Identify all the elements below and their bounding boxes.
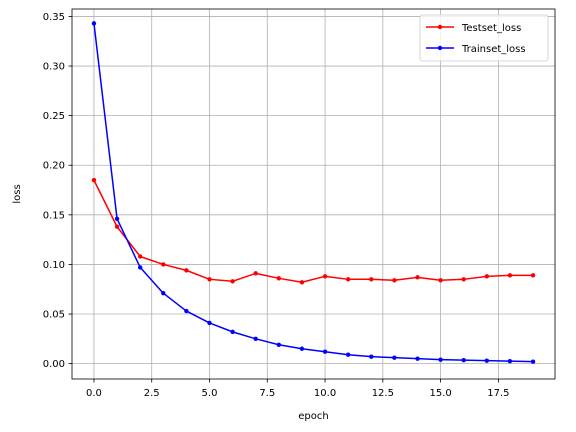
trainset-loss-point — [322, 349, 328, 354]
y-tick-label: 0.20 — [43, 161, 65, 172]
trainset-loss-point — [484, 358, 490, 363]
legend: Testset_loss Trainset_loss — [419, 14, 549, 62]
testset-loss-point — [415, 275, 420, 280]
trainset-loss-point — [299, 346, 305, 351]
testset-loss-point — [253, 271, 258, 276]
testset-loss-point — [161, 262, 166, 267]
testset-loss-point — [207, 277, 212, 282]
trainset-loss-point — [461, 357, 466, 363]
testset-loss-point — [114, 224, 120, 229]
y-axis-label: loss — [12, 184, 23, 203]
legend-trainset-marker — [437, 45, 443, 51]
series-lines — [91, 21, 536, 364]
trainset-loss-point — [507, 358, 513, 364]
trainset-loss-point — [276, 342, 282, 347]
testset-loss-point — [276, 276, 282, 281]
testset-loss-point — [507, 273, 513, 278]
trainset-loss-point — [114, 216, 120, 221]
testset-loss-point — [392, 278, 397, 283]
x-tick-label: 17.5 — [487, 388, 509, 399]
x-tick-label: 5.0 — [202, 388, 218, 399]
testset-loss-point — [345, 277, 351, 282]
trainset-loss-point — [345, 352, 351, 357]
trainset-loss-point — [415, 356, 420, 361]
y-tick-label: 0.05 — [43, 310, 65, 321]
x-tick-label: 0.0 — [86, 388, 102, 399]
testset-loss-point — [137, 254, 143, 259]
trainset-loss-line — [93, 23, 534, 363]
testset-loss-point — [438, 278, 443, 283]
trainset-loss-point — [253, 336, 258, 342]
y-tick-label: 0.15 — [43, 210, 65, 221]
axis-ticks: 0.0 2.5 5.0 7.5 10.0 12.5 15.0 17.5 0.00 0.05 0.10… — [43, 12, 510, 399]
testset-loss-point — [530, 273, 536, 278]
testset-loss-point — [184, 268, 189, 273]
y-tick-label: 0.10 — [43, 260, 65, 271]
testset-loss-line — [93, 179, 534, 284]
x-axis-label: epoch — [298, 411, 328, 422]
y-tick-label: 0.25 — [43, 111, 65, 122]
x-tick-label: 15.0 — [429, 388, 451, 399]
trainset-loss-point — [369, 354, 374, 359]
trainset-loss-point — [137, 265, 143, 270]
trainset-loss-point — [392, 355, 397, 360]
plot-frame — [71, 8, 556, 380]
testset-loss-point — [230, 279, 235, 284]
trainset-loss-point — [207, 320, 212, 326]
y-tick-label: 0.30 — [43, 62, 65, 73]
testset-loss-point — [484, 274, 490, 279]
x-tick-label: 10.0 — [314, 388, 336, 399]
x-tick-label: 2.5 — [144, 388, 160, 399]
trainset-loss-point — [438, 357, 443, 362]
testset-loss-point — [369, 277, 374, 282]
testset-loss-point — [299, 280, 305, 285]
trainset-loss-point — [184, 308, 189, 314]
y-tick-label: 0.00 — [43, 359, 65, 370]
trainset-loss-point — [161, 290, 166, 296]
y-tick-label: 0.35 — [43, 12, 65, 23]
x-tick-label: 12.5 — [372, 388, 394, 399]
x-tick-label: 7.5 — [259, 388, 275, 399]
grid-lines — [72, 9, 555, 379]
legend-trainset-label: Trainset_loss — [461, 44, 526, 55]
trainset-loss-point — [530, 359, 536, 364]
trainset-loss-point — [230, 329, 235, 335]
testset-loss-point — [322, 274, 328, 279]
trainset-loss-point — [91, 21, 97, 26]
legend-testset-label: Testset_loss — [461, 23, 521, 34]
testset-loss-point — [91, 177, 97, 183]
testset-loss-point — [461, 277, 466, 282]
legend-testset-marker — [437, 24, 443, 30]
